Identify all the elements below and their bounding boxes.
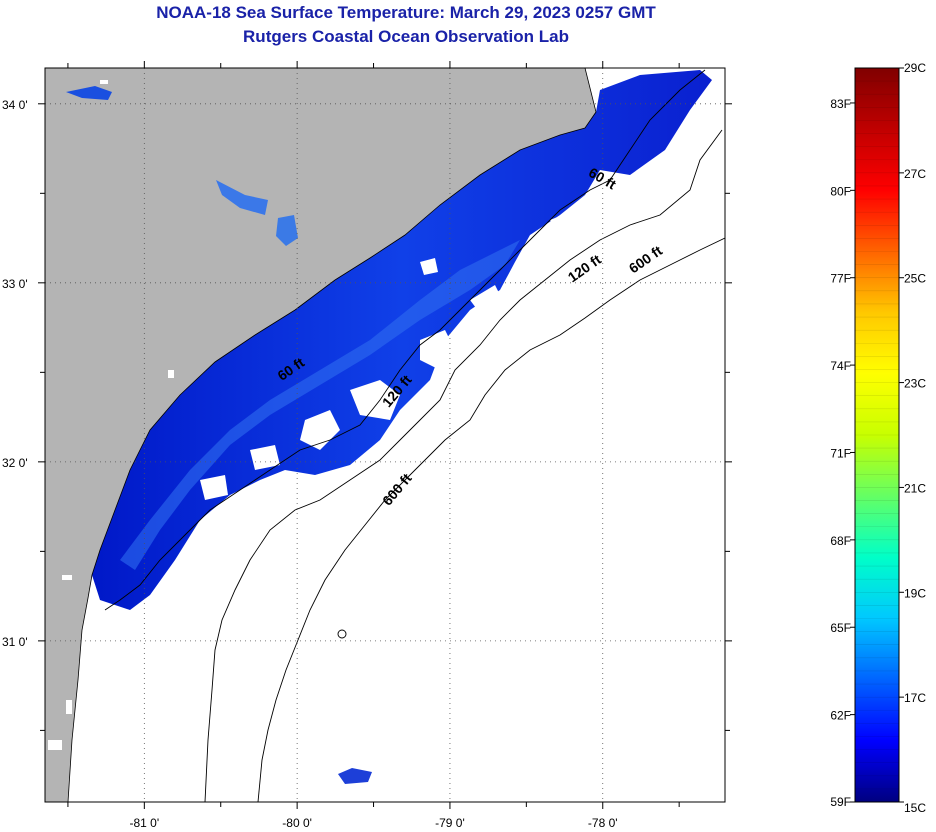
- colorbar-label-f: 77F: [830, 272, 851, 286]
- colorbar-label-c: 29C: [904, 61, 926, 75]
- lat-tick-label: 33 0': [2, 277, 28, 291]
- colorbar-label-f: 65F: [830, 621, 851, 635]
- lat-tick-label: 34 0': [2, 98, 28, 112]
- temperature-colorbar: 15C 17C 19C 21C 23C 25C 27C 29C 59F 62F 65F 68F 71F 7…: [830, 61, 926, 815]
- lat-tick-label: 31 0': [2, 635, 28, 649]
- colorbar-label-f: 80F: [830, 184, 851, 198]
- lon-tick-label: -78 0': [588, 816, 618, 830]
- colorbar-label-f: 59F: [830, 795, 851, 809]
- colorbar-label-c: 27C: [904, 167, 926, 181]
- lon-tick-label: -81 0': [129, 816, 159, 830]
- lat-tick-label: 32 0': [2, 456, 28, 470]
- colorbar-label-c: 17C: [904, 691, 926, 705]
- axis-ticks: [38, 61, 732, 809]
- graticule: [45, 68, 725, 802]
- colorbar-label-f: 62F: [830, 709, 851, 723]
- colorbar-label-f: 68F: [830, 534, 851, 548]
- colorbar-gradient: [854, 67, 900, 803]
- colorbar-label-c: 23C: [904, 377, 926, 391]
- colorbar-label-c: 21C: [904, 481, 926, 495]
- map-frame: [44, 67, 726, 803]
- colorbar-label-f: 71F: [830, 446, 851, 460]
- sst-warm-band: [120, 240, 520, 570]
- colorbar-label-c: 19C: [904, 586, 926, 600]
- axis-labels: -81 0' -80 0' -79 0' -78 0' 34 0' 33 0' 32 0' 3…: [2, 98, 618, 830]
- colorbar-label-f: 83F: [830, 97, 851, 111]
- land-area: [45, 68, 596, 802]
- map-title: NOAA-18 Sea Surface Temperature: March 2…: [156, 3, 656, 22]
- map-subtitle: Rutgers Coastal Ocean Observation Lab: [243, 27, 569, 46]
- isobath-120ft: [204, 129, 723, 802]
- isobath-600ft: [257, 237, 725, 802]
- lakes: [48, 80, 174, 750]
- colorbar-label-c: 15C: [904, 801, 926, 815]
- inland-water: [66, 86, 372, 784]
- coastline: [67, 68, 597, 802]
- lon-tick-label: -80 0': [282, 816, 312, 830]
- sst-swath: [92, 70, 712, 610]
- isobath-60ft: [104, 69, 706, 611]
- lon-tick-label: -79 0': [435, 816, 465, 830]
- isobaths: [104, 69, 725, 802]
- colorbar-label-f: 74F: [830, 359, 851, 373]
- colorbar-label-c: 25C: [904, 272, 926, 286]
